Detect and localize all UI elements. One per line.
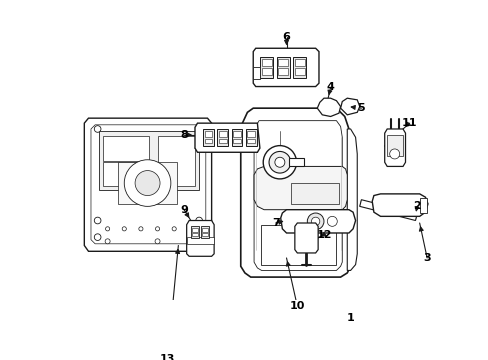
Text: 3: 3 (423, 253, 430, 263)
Circle shape (263, 145, 296, 179)
Circle shape (311, 217, 319, 225)
Bar (293, 57, 306, 78)
Text: 2: 2 (412, 201, 420, 211)
Circle shape (326, 216, 337, 226)
Circle shape (135, 171, 160, 195)
Text: 1: 1 (346, 313, 354, 323)
Bar (386, 135, 402, 156)
Bar (219, 139, 226, 143)
Text: 12: 12 (316, 230, 331, 240)
Bar (288, 158, 304, 166)
Circle shape (155, 239, 160, 244)
Polygon shape (253, 48, 318, 86)
Bar (247, 131, 254, 137)
Circle shape (94, 234, 101, 240)
Bar (233, 139, 240, 143)
Bar (201, 226, 209, 238)
Text: 10: 10 (289, 301, 305, 311)
Bar (294, 59, 304, 66)
Polygon shape (84, 118, 211, 251)
Bar (99, 131, 199, 190)
Bar (231, 129, 242, 145)
Polygon shape (195, 123, 259, 152)
Polygon shape (371, 194, 427, 216)
Polygon shape (254, 121, 342, 270)
Circle shape (105, 239, 110, 244)
Text: 7: 7 (271, 218, 279, 228)
Bar (186, 237, 214, 244)
Circle shape (122, 227, 126, 231)
Bar (278, 59, 287, 66)
Circle shape (195, 217, 202, 224)
Polygon shape (290, 183, 338, 204)
Bar (103, 162, 149, 185)
Polygon shape (91, 125, 205, 244)
Text: 4: 4 (326, 82, 334, 93)
Text: 13: 13 (160, 355, 175, 360)
Bar (259, 57, 273, 78)
Bar (217, 129, 228, 145)
Circle shape (188, 239, 193, 244)
Bar (261, 68, 271, 75)
Text: 6: 6 (282, 32, 290, 42)
Bar (276, 57, 289, 78)
Bar (233, 131, 240, 137)
Bar (191, 233, 198, 236)
Polygon shape (317, 98, 340, 117)
Polygon shape (254, 166, 346, 210)
Circle shape (306, 213, 324, 230)
Circle shape (188, 227, 192, 231)
Bar (201, 233, 208, 236)
Circle shape (124, 160, 170, 206)
Circle shape (155, 227, 159, 231)
Polygon shape (186, 221, 214, 256)
Bar (420, 198, 427, 213)
Bar (157, 136, 195, 185)
Polygon shape (118, 162, 176, 204)
Bar (190, 226, 199, 238)
Circle shape (172, 227, 176, 231)
Bar (103, 136, 149, 161)
Bar (204, 131, 212, 137)
Polygon shape (240, 108, 350, 277)
Polygon shape (340, 98, 359, 115)
Bar (247, 139, 254, 143)
Bar (294, 68, 304, 75)
Circle shape (195, 126, 202, 132)
Polygon shape (346, 129, 357, 270)
Circle shape (389, 149, 399, 159)
Circle shape (105, 227, 109, 231)
Polygon shape (280, 210, 355, 233)
Polygon shape (384, 129, 405, 166)
Polygon shape (260, 225, 335, 265)
Bar (191, 228, 198, 232)
Circle shape (94, 217, 101, 224)
Bar (219, 131, 226, 137)
Polygon shape (359, 200, 416, 221)
Text: 8: 8 (180, 130, 188, 140)
Circle shape (94, 126, 101, 132)
Bar (253, 67, 259, 79)
Bar (201, 228, 208, 232)
Polygon shape (294, 223, 318, 253)
Bar (203, 129, 214, 145)
Text: 9: 9 (180, 205, 188, 215)
Text: 5: 5 (357, 103, 365, 113)
Bar (245, 129, 256, 145)
Circle shape (274, 157, 285, 167)
Circle shape (139, 227, 142, 231)
Bar (278, 68, 287, 75)
Bar (261, 59, 271, 66)
Bar (204, 139, 212, 143)
Circle shape (268, 152, 290, 173)
Text: 11: 11 (401, 118, 417, 128)
Circle shape (195, 234, 202, 240)
